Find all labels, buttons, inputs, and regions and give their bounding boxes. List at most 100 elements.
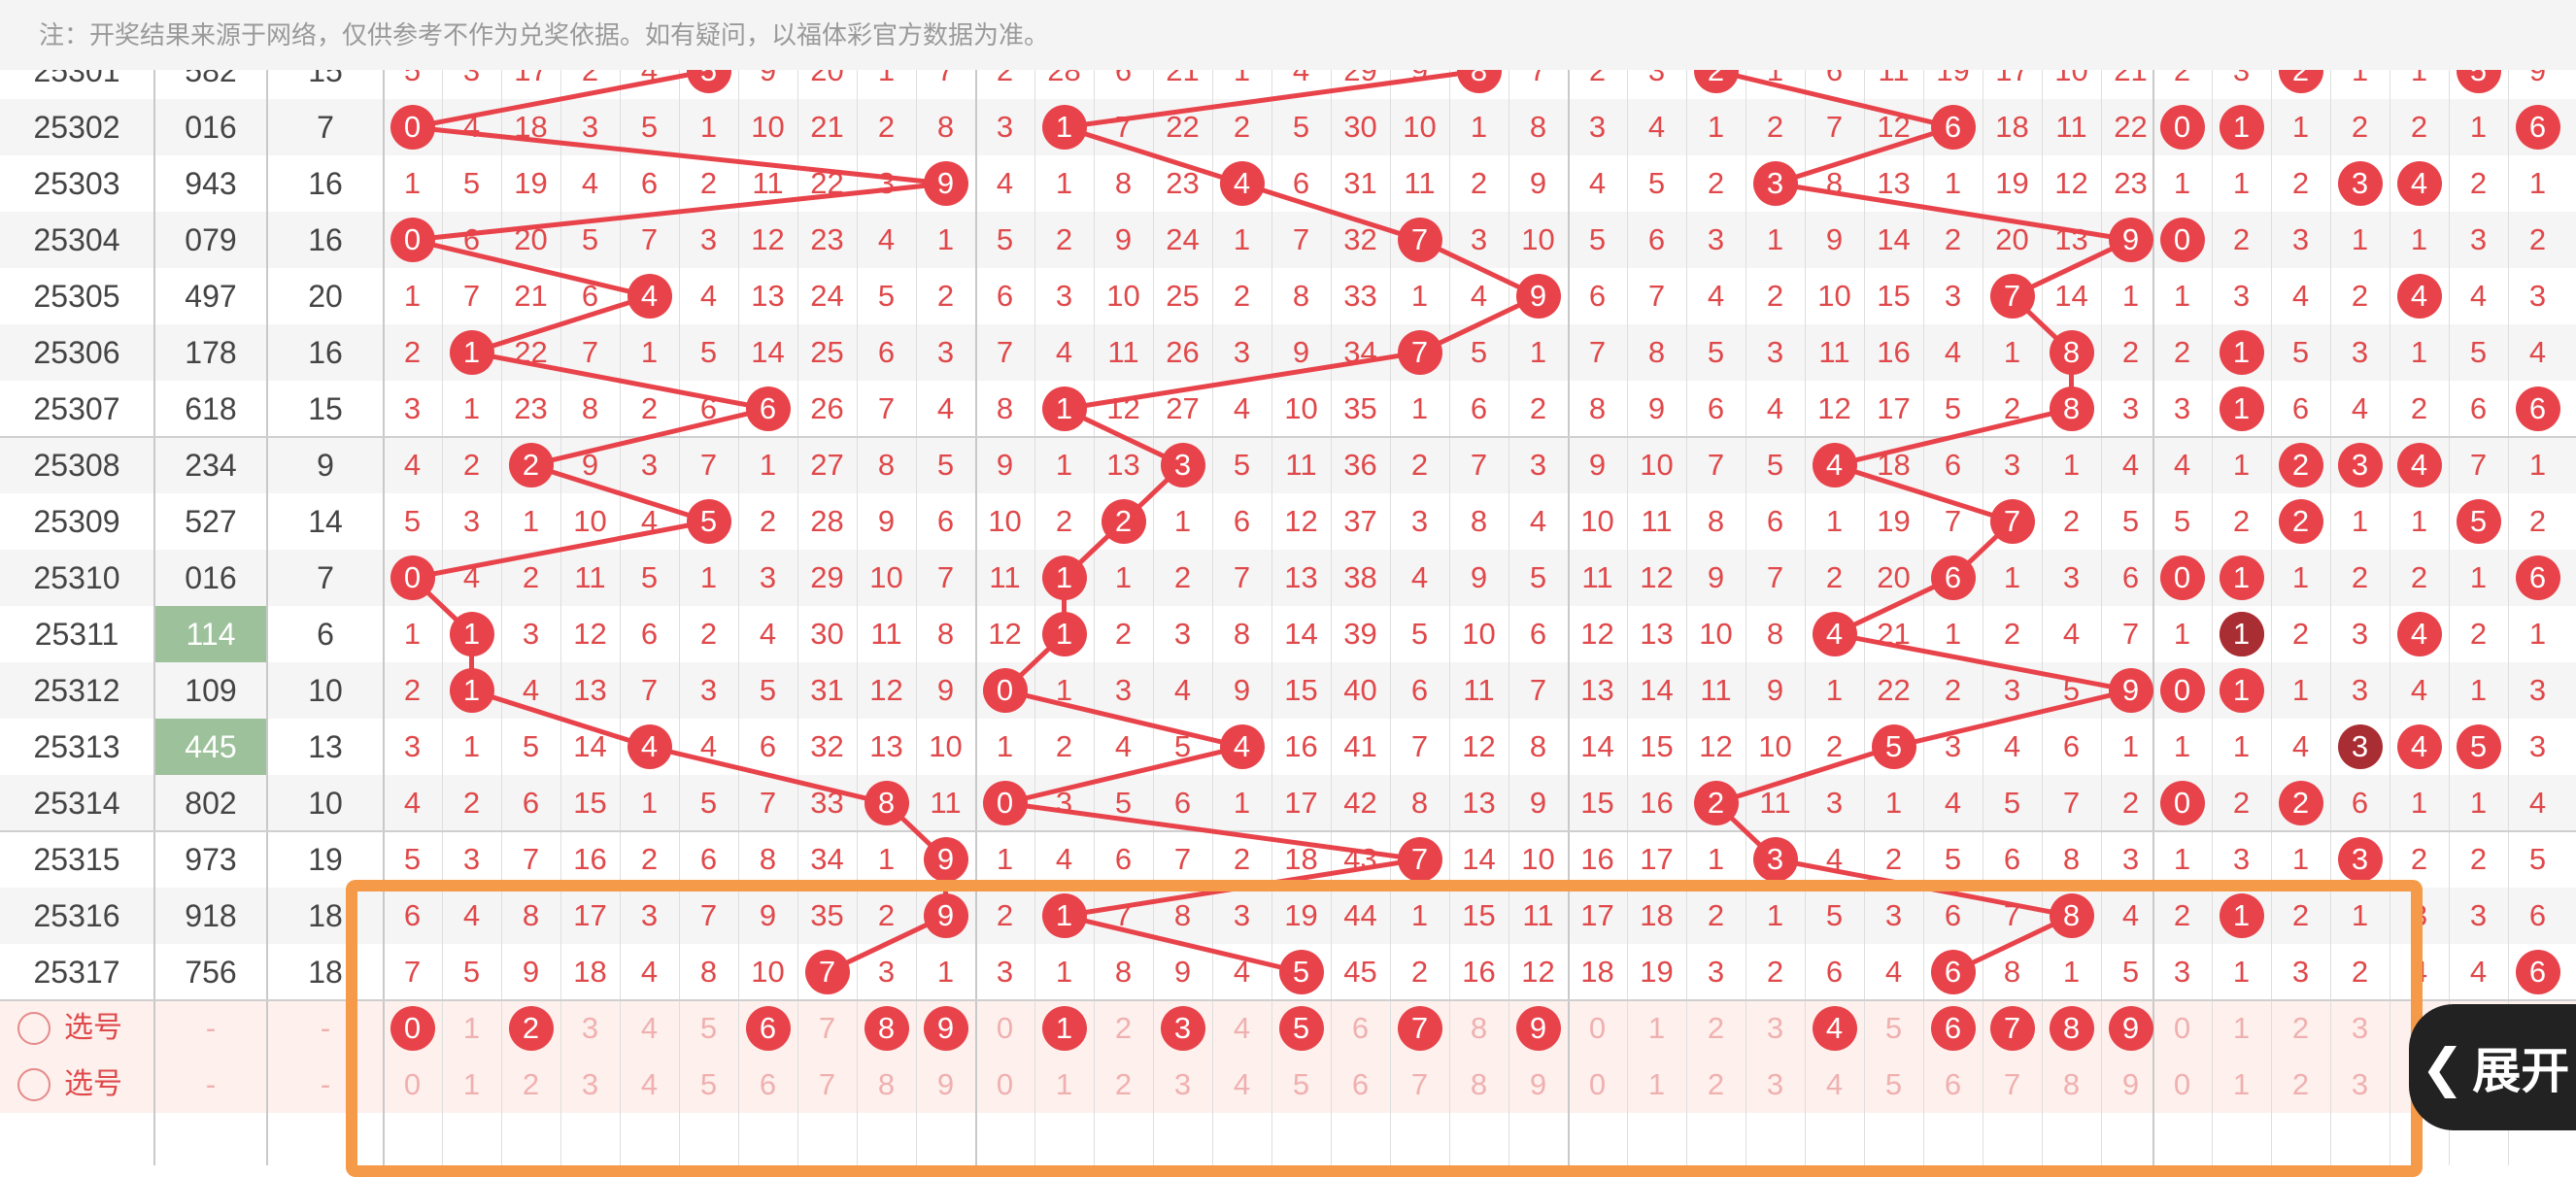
- selectable-digit[interactable]: 2: [1707, 1011, 1725, 1045]
- omission-value: 3: [462, 842, 481, 876]
- selectable-digit[interactable]: 2: [522, 1067, 540, 1101]
- omission-value: 22: [1877, 673, 1911, 707]
- selectable-digit[interactable]: 1: [462, 1067, 481, 1101]
- omission-value: 5: [1233, 448, 1251, 482]
- omission-value: 6: [1233, 504, 1251, 538]
- selectable-digit[interactable]: 6: [1944, 1067, 1962, 1101]
- omission-value: 37: [1343, 504, 1377, 538]
- selectable-digit[interactable]: 0: [1588, 1011, 1607, 1045]
- selectable-digit[interactable]: 9: [936, 1067, 955, 1101]
- selectable-distribution-digit[interactable]: 1: [2232, 1067, 2251, 1101]
- distribution-ball-repeat: 3: [2337, 724, 2383, 769]
- digit-ball: 3: [1752, 161, 1798, 206]
- selectable-digit[interactable]: 5: [699, 1011, 718, 1045]
- omission-value: 31: [1343, 166, 1377, 200]
- digit-ball: 0: [390, 555, 435, 600]
- selectable-digit[interactable]: 0: [1588, 1067, 1607, 1101]
- selectable-digit[interactable]: 2: [1707, 1067, 1725, 1101]
- selected-digit-ball: 9: [1515, 1006, 1561, 1051]
- omission-value: 6: [1173, 786, 1192, 820]
- omission-value: 8: [1588, 391, 1607, 425]
- selectable-digit[interactable]: 0: [996, 1011, 1014, 1045]
- selectable-digit[interactable]: 1: [1055, 1067, 1073, 1101]
- selectable-digit[interactable]: 5: [699, 1067, 718, 1101]
- omission-value: 6: [403, 898, 422, 932]
- selectable-digit[interactable]: 4: [640, 1067, 659, 1101]
- distribution-value: 5: [2528, 842, 2547, 876]
- selectable-digit[interactable]: 0: [403, 1067, 422, 1101]
- distribution-value: 1: [2469, 110, 2488, 144]
- selectable-distribution-digit[interactable]: 3: [2351, 1011, 2369, 1045]
- omission-value: 4: [1647, 110, 1666, 144]
- issue-number: 25306: [33, 335, 120, 370]
- selectable-digit[interactable]: 3: [1173, 1067, 1192, 1101]
- selectable-digit[interactable]: 5: [1884, 1011, 1903, 1045]
- selectable-digit[interactable]: 7: [2003, 1067, 2021, 1101]
- selectable-digit[interactable]: 3: [581, 1067, 599, 1101]
- selectable-digit[interactable]: 8: [1470, 1067, 1488, 1101]
- omission-value: 3: [1410, 504, 1429, 538]
- omission-value: 32: [810, 729, 844, 763]
- selectable-digit[interactable]: 1: [1647, 1067, 1666, 1101]
- selectable-digit[interactable]: 8: [877, 1067, 896, 1101]
- distribution-ball: 0: [2159, 781, 2205, 825]
- distribution-ball: 6: [2515, 950, 2560, 994]
- omission-value: 6: [759, 729, 777, 763]
- distribution-value: 2: [2173, 335, 2191, 369]
- selectable-digit[interactable]: 3: [581, 1011, 599, 1045]
- selectable-digit[interactable]: 9: [2121, 1067, 2140, 1101]
- selectable-digit[interactable]: 7: [818, 1011, 836, 1045]
- selectable-digit[interactable]: 0: [996, 1067, 1014, 1101]
- selectable-distribution-digit[interactable]: 0: [2173, 1067, 2191, 1101]
- selectable-digit[interactable]: 8: [1470, 1011, 1488, 1045]
- omission-value: 39: [1343, 617, 1377, 651]
- selectable-digit[interactable]: 6: [1351, 1067, 1370, 1101]
- selectable-distribution-digit[interactable]: 2: [2291, 1011, 2310, 1045]
- distribution-ball-repeat: 1: [2219, 612, 2264, 656]
- digit-ball: 2: [1101, 499, 1146, 544]
- selectable-distribution-digit[interactable]: 2: [2291, 1067, 2310, 1101]
- selectable-digit[interactable]: 2: [1114, 1067, 1133, 1101]
- omission-value: 7: [1766, 560, 1784, 594]
- sum-value: 16: [308, 166, 343, 201]
- draw-number: 497: [185, 279, 237, 314]
- distribution-value: 2: [2232, 504, 2251, 538]
- selectable-distribution-digit[interactable]: 1: [2232, 1011, 2251, 1045]
- radio-circle-icon[interactable]: [17, 1012, 51, 1045]
- omission-value: 5: [462, 955, 481, 989]
- selectable-digit[interactable]: 7: [1410, 1067, 1429, 1101]
- selectable-digit[interactable]: 4: [640, 1011, 659, 1045]
- omission-value: 6: [1944, 898, 1962, 932]
- expand-button[interactable]: ❮ 展开: [2409, 1004, 2576, 1130]
- radio-circle-icon[interactable]: [17, 1068, 51, 1101]
- distribution-value: 2: [2351, 955, 2369, 989]
- select-option[interactable]: 选号: [17, 1057, 122, 1113]
- selectable-digit[interactable]: 9: [1529, 1067, 1547, 1101]
- selectable-digit[interactable]: 1: [1647, 1011, 1666, 1045]
- digit-ball: 4: [1219, 724, 1265, 769]
- omission-value: 13: [1462, 786, 1496, 820]
- selectable-distribution-digit[interactable]: 3: [2351, 1067, 2369, 1101]
- selectable-digit[interactable]: 4: [1233, 1011, 1251, 1045]
- omission-value: 19: [1877, 504, 1911, 538]
- selectable-digit[interactable]: 3: [1766, 1011, 1784, 1045]
- selectable-digit[interactable]: 1: [462, 1011, 481, 1045]
- selectable-digit[interactable]: 3: [1766, 1067, 1784, 1101]
- omission-value: 1: [996, 729, 1014, 763]
- select-option[interactable]: 选号: [17, 1000, 122, 1057]
- digit-ball: 8: [2049, 330, 2094, 375]
- omission-value: 4: [1233, 955, 1251, 989]
- selectable-distribution-digit[interactable]: 0: [2173, 1011, 2191, 1045]
- selectable-digit[interactable]: 4: [1825, 1067, 1844, 1101]
- selectable-digit[interactable]: 5: [1292, 1067, 1310, 1101]
- selectable-digit[interactable]: 2: [1114, 1011, 1133, 1045]
- selectable-digit[interactable]: 7: [818, 1067, 836, 1101]
- selectable-digit[interactable]: 6: [759, 1067, 777, 1101]
- selectable-digit[interactable]: 5: [1884, 1067, 1903, 1101]
- omission-value: 13: [1640, 617, 1674, 651]
- omission-value: 17: [1640, 842, 1674, 876]
- selectable-digit[interactable]: 8: [2062, 1067, 2081, 1101]
- issue-number: 25304: [33, 222, 120, 257]
- selectable-digit[interactable]: 6: [1351, 1011, 1370, 1045]
- selectable-digit[interactable]: 4: [1233, 1067, 1251, 1101]
